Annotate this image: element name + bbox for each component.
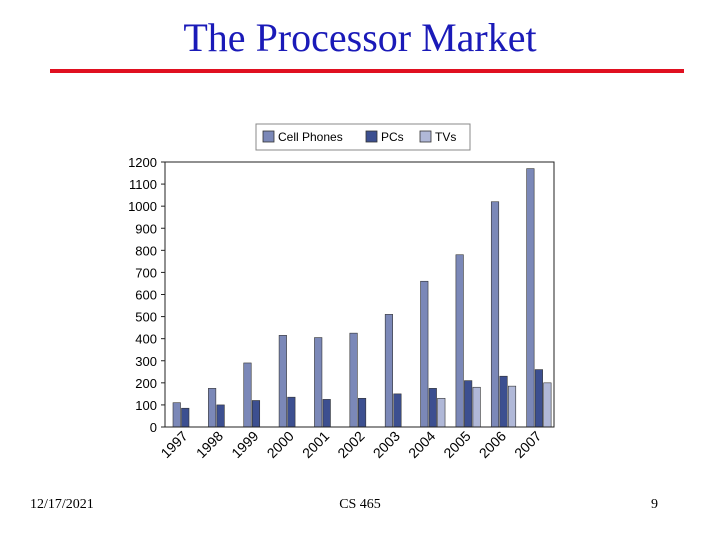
legend-swatch-tvs (419, 130, 432, 143)
title-divider (50, 69, 684, 73)
footer-page-number: 9 (651, 497, 658, 512)
y-tick-label: 500 (135, 310, 157, 325)
bar-tvs-2004 (437, 397, 446, 428)
x-tick-label: 2007 (511, 428, 544, 461)
slide-title: The Processor Market (183, 15, 537, 60)
bar-cell-phones-1997 (172, 402, 181, 428)
y-tick-label: 900 (135, 221, 157, 236)
bar-pcs-1999 (251, 400, 261, 428)
legend-label-pcs: PCs (381, 130, 404, 144)
y-tick-label: 100 (135, 398, 157, 413)
x-tick-label: 1997 (157, 428, 190, 461)
y-tick-label: 600 (135, 288, 157, 303)
y-tick-label: 700 (135, 265, 157, 280)
legend-label-tvs: TVs (435, 130, 456, 144)
legend-swatch-pcs (365, 130, 378, 143)
bar-pcs-2006 (499, 375, 508, 428)
y-tick-label: 800 (135, 243, 157, 258)
legend-box (255, 123, 471, 151)
y-tick-label: 0 (150, 420, 157, 435)
y-tick-label: 1100 (129, 177, 157, 192)
x-tick-label: 2002 (334, 428, 367, 461)
bar-cell-phones-2007 (526, 168, 535, 428)
x-axis: 1997 1998 1999 2000 2001 2002 2003 2004 2005 2006… (157, 428, 544, 461)
bar-tvs-2007 (543, 382, 552, 428)
bar-pcs-2003 (393, 393, 402, 428)
x-tick-label: 2003 (370, 428, 403, 461)
y-tick-label: 1200 (128, 155, 157, 170)
bar-tvs-2005 (472, 386, 481, 428)
x-tick-label: 2001 (299, 428, 332, 461)
legend: Cell Phones PCs TVs (255, 123, 471, 151)
legend-label-cell-phones: Cell Phones (278, 130, 343, 144)
bar-cell-phones-1999 (243, 362, 252, 428)
bar-pcs-2005 (464, 380, 473, 428)
bar-pcs-2002 (358, 397, 367, 428)
x-tick-label: 2004 (405, 428, 438, 461)
bar-cell-phones-2005 (455, 254, 464, 428)
y-axis: 0 100 200 300 400 500 600 700 800 900 1000 1100 1200 (128, 155, 165, 435)
legend-swatch-cell-phones (262, 130, 275, 143)
x-tick-label: 2006 (476, 428, 509, 461)
footer-course: CS 465 (339, 497, 381, 512)
bar-cell-phones-2006 (490, 201, 500, 428)
bar-cell-phones-2004 (420, 280, 429, 428)
bar-pcs-1998 (216, 404, 225, 428)
bar-pcs-2007 (534, 369, 543, 428)
footer-date: 12/17/2021 (30, 497, 94, 512)
bar-cell-phones-2003 (384, 314, 393, 428)
bar-cell-phones-2001 (314, 337, 323, 428)
y-tick-label: 1000 (128, 199, 157, 214)
bar-cell-phones-2000 (278, 335, 287, 428)
x-tick-label: 1998 (193, 428, 226, 461)
processor-market-chart: Cell Phones PCs TVs 0 100 200 300 400 500 600 7… (128, 123, 555, 461)
bar-pcs-2000 (287, 396, 296, 428)
bar-cell-phones-2002 (349, 332, 358, 428)
bar-cell-phones-1998 (208, 388, 217, 428)
x-tick-label: 2005 (440, 428, 473, 461)
x-tick-label: 1999 (228, 428, 261, 461)
bar-pcs-2001 (322, 399, 331, 428)
bars (172, 168, 552, 428)
plot-frame (164, 161, 555, 428)
x-tick-label: 2000 (264, 428, 297, 461)
y-tick-label: 400 (135, 332, 157, 347)
bar-tvs-2006 (507, 385, 517, 428)
y-tick-label: 300 (135, 354, 157, 369)
y-tick-label: 200 (135, 376, 157, 391)
bar-pcs-2004 (428, 388, 437, 428)
bar-pcs-1997 (181, 407, 190, 428)
